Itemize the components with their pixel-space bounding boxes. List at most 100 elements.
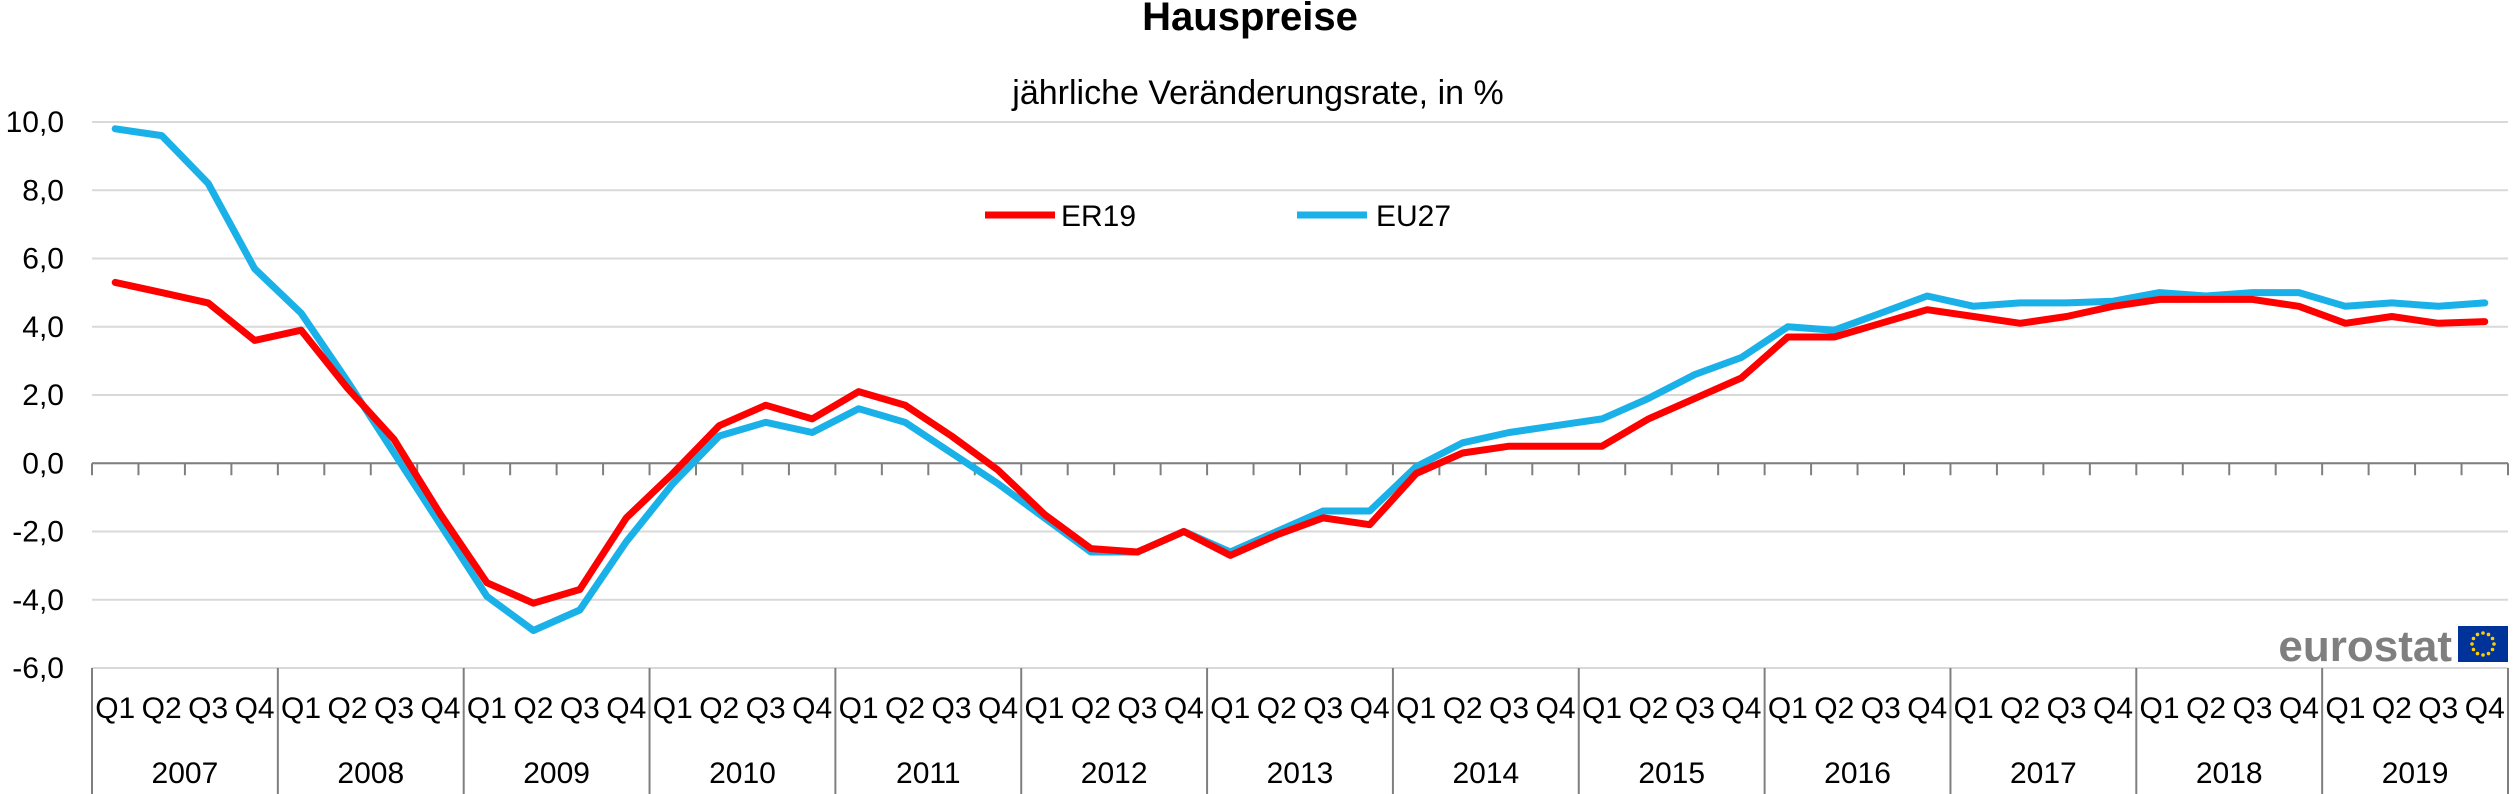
quarter-label: Q2 — [1814, 692, 1854, 725]
year-label: 2018 — [2196, 757, 2263, 790]
quarter-label: Q2 — [699, 692, 739, 725]
quarter-label: Q4 — [1907, 692, 1947, 725]
quarter-label: Q3 — [1117, 692, 1157, 725]
eu-star — [2490, 647, 2495, 652]
quarter-label: Q3 — [2418, 692, 2458, 725]
quarter-label: Q2 — [1628, 692, 1668, 725]
quarter-label: Q4 — [1721, 692, 1761, 725]
year-label: 2015 — [1638, 757, 1705, 790]
quarter-label: Q1 — [1210, 692, 1250, 725]
series-line-er19 — [111, 278, 2489, 607]
year-label: 2007 — [152, 757, 219, 790]
year-label: 2008 — [337, 757, 404, 790]
quarter-label: Q3 — [2232, 692, 2272, 725]
y-axis-ticks: 10,0 8,0 6,0 4,0 2,0 0,0 -2,0 -4,0 -6,0 — [6, 106, 64, 685]
quarter-label: Q1 — [2140, 692, 2180, 725]
quarter-label: Q1 — [1954, 692, 1994, 725]
year-label: 2009 — [523, 757, 590, 790]
quarter-label: Q4 — [1536, 692, 1576, 725]
quarter-label: Q3 — [1675, 692, 1715, 725]
y-tick-label: 0,0 — [22, 447, 64, 480]
quarter-label: Q2 — [513, 692, 553, 725]
quarter-label: Q3 — [746, 692, 786, 725]
quarter-label: Q4 — [606, 692, 646, 725]
quarter-label: Q1 — [467, 692, 507, 725]
y-tick-label: -6,0 — [12, 652, 64, 685]
eu-star — [2471, 636, 2476, 641]
eu-star — [2490, 636, 2495, 641]
year-label: 2011 — [896, 757, 961, 790]
legend-label-er19: ER19 — [1061, 200, 1136, 233]
eu-star — [2471, 647, 2476, 652]
y-tick-label: -4,0 — [12, 584, 64, 617]
quarter-label: Q3 — [374, 692, 414, 725]
quarter-label: Q2 — [1071, 692, 1111, 725]
eu-star — [2481, 631, 2485, 635]
quarter-label: Q4 — [420, 692, 460, 725]
year-label: 2012 — [1081, 757, 1148, 790]
quarter-label: Q2 — [2000, 692, 2040, 725]
quarter-label: Q3 — [1489, 692, 1529, 725]
quarter-label: Q2 — [142, 692, 182, 725]
year-label: 2016 — [1824, 757, 1891, 790]
year-label: 2014 — [1452, 757, 1519, 790]
chart-subtitle: jährliche Veränderungsrate, in % — [1011, 74, 1503, 112]
eurostat-logo: eurostat — [2278, 622, 2508, 671]
quarter-label: Q1 — [281, 692, 321, 725]
legend: ER19 EU27 — [985, 200, 1451, 233]
quarter-label: Q1 — [653, 692, 693, 725]
quarter-label: Q2 — [885, 692, 925, 725]
quarter-label: Q2 — [1257, 692, 1297, 725]
quarter-label: Q4 — [2279, 692, 2319, 725]
eu-star — [2486, 651, 2491, 656]
quarter-label: Q4 — [235, 692, 275, 725]
quarter-label: Q4 — [2465, 692, 2505, 725]
quarter-label: Q1 — [1396, 692, 1436, 725]
eu-star — [2475, 651, 2480, 656]
quarter-label: Q2 — [2372, 692, 2412, 725]
series-line-eu27 — [111, 125, 2489, 634]
quarter-label: Q4 — [1164, 692, 1204, 725]
series-lines — [111, 125, 2489, 634]
gridlines — [92, 121, 2508, 669]
legend-label-eu27: EU27 — [1376, 200, 1451, 233]
quarter-label: Q1 — [839, 692, 879, 725]
quarter-label: Q1 — [95, 692, 135, 725]
quarter-label: Q4 — [792, 692, 832, 725]
year-label: 2019 — [2382, 757, 2449, 790]
quarter-label: Q3 — [1861, 692, 1901, 725]
quarter-label: Q1 — [2325, 692, 2365, 725]
year-label: 2010 — [709, 757, 776, 790]
quarter-label: Q4 — [1350, 692, 1390, 725]
eurostat-wordmark: eurostat — [2278, 622, 2452, 671]
y-tick-label: 6,0 — [22, 243, 64, 276]
year-label: 2017 — [2010, 757, 2077, 790]
quarter-label: Q3 — [932, 692, 972, 725]
eu-star — [2470, 642, 2474, 646]
quarter-label: Q1 — [1582, 692, 1622, 725]
quarter-label: Q2 — [1443, 692, 1483, 725]
y-tick-label: 10,0 — [6, 106, 64, 139]
quarter-label: Q1 — [1768, 692, 1808, 725]
quarter-label: Q2 — [2186, 692, 2226, 725]
year-label: 2013 — [1267, 757, 1334, 790]
eu-star — [2481, 653, 2485, 657]
y-tick-label: 2,0 — [22, 379, 64, 412]
quarter-label: Q3 — [188, 692, 228, 725]
y-tick-label: -2,0 — [12, 516, 64, 549]
eu-star — [2475, 632, 2480, 637]
y-tick-label: 4,0 — [22, 311, 64, 344]
eu-star — [2492, 642, 2496, 646]
quarter-label: Q3 — [2047, 692, 2087, 725]
quarter-label: Q4 — [978, 692, 1018, 725]
eu-stars-icon — [2470, 631, 2496, 657]
quarter-label: Q4 — [2093, 692, 2133, 725]
quarter-label: Q2 — [328, 692, 368, 725]
quarter-label: Q3 — [560, 692, 600, 725]
eu-star — [2486, 632, 2491, 637]
quarter-label: Q1 — [1024, 692, 1064, 725]
y-tick-label: 8,0 — [22, 174, 64, 207]
quarter-label: Q3 — [1303, 692, 1343, 725]
